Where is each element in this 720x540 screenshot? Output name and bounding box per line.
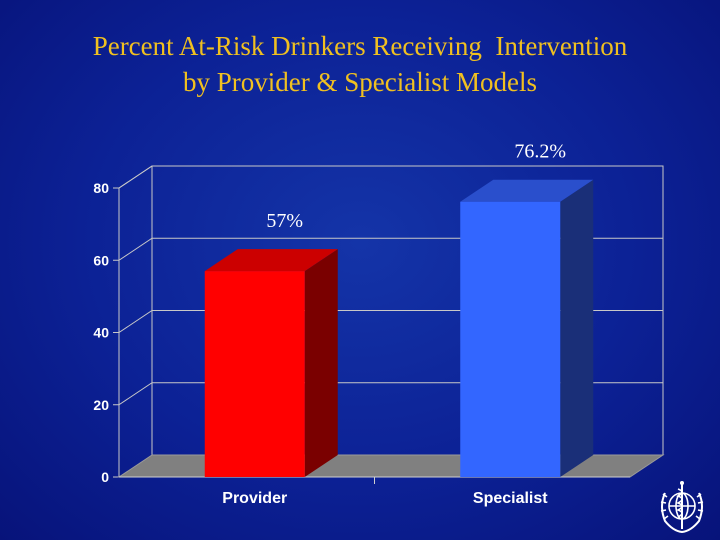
data-label: 76.2% xyxy=(514,141,566,163)
y-tick-label: 20 xyxy=(93,397,109,413)
data-label: 57% xyxy=(266,210,303,232)
y-tick-label: 80 xyxy=(93,180,109,196)
x-tick-label: Provider xyxy=(222,490,287,507)
y-tick-label: 40 xyxy=(93,325,109,341)
y-tick-label: 0 xyxy=(101,469,109,485)
who-emblem-icon xyxy=(660,481,704,534)
bar-side-provider xyxy=(304,249,338,477)
y-tick-label: 60 xyxy=(93,252,109,268)
bar-provider xyxy=(204,271,305,477)
chart-title-line1: Percent At-Risk Drinkers Receiving Inter… xyxy=(92,31,628,61)
x-tick-label: Specialist xyxy=(473,490,548,507)
bar-specialist xyxy=(460,201,561,478)
chart-title-line2: by Provider & Specialist Models xyxy=(183,67,537,97)
bar-top-provider xyxy=(204,249,338,272)
bar-side-specialist xyxy=(560,179,594,478)
bar-top-specialist xyxy=(460,179,594,202)
chart-title: Percent At-Risk Drinkers Receiving Inter… xyxy=(0,28,720,100)
gridline xyxy=(118,165,663,189)
